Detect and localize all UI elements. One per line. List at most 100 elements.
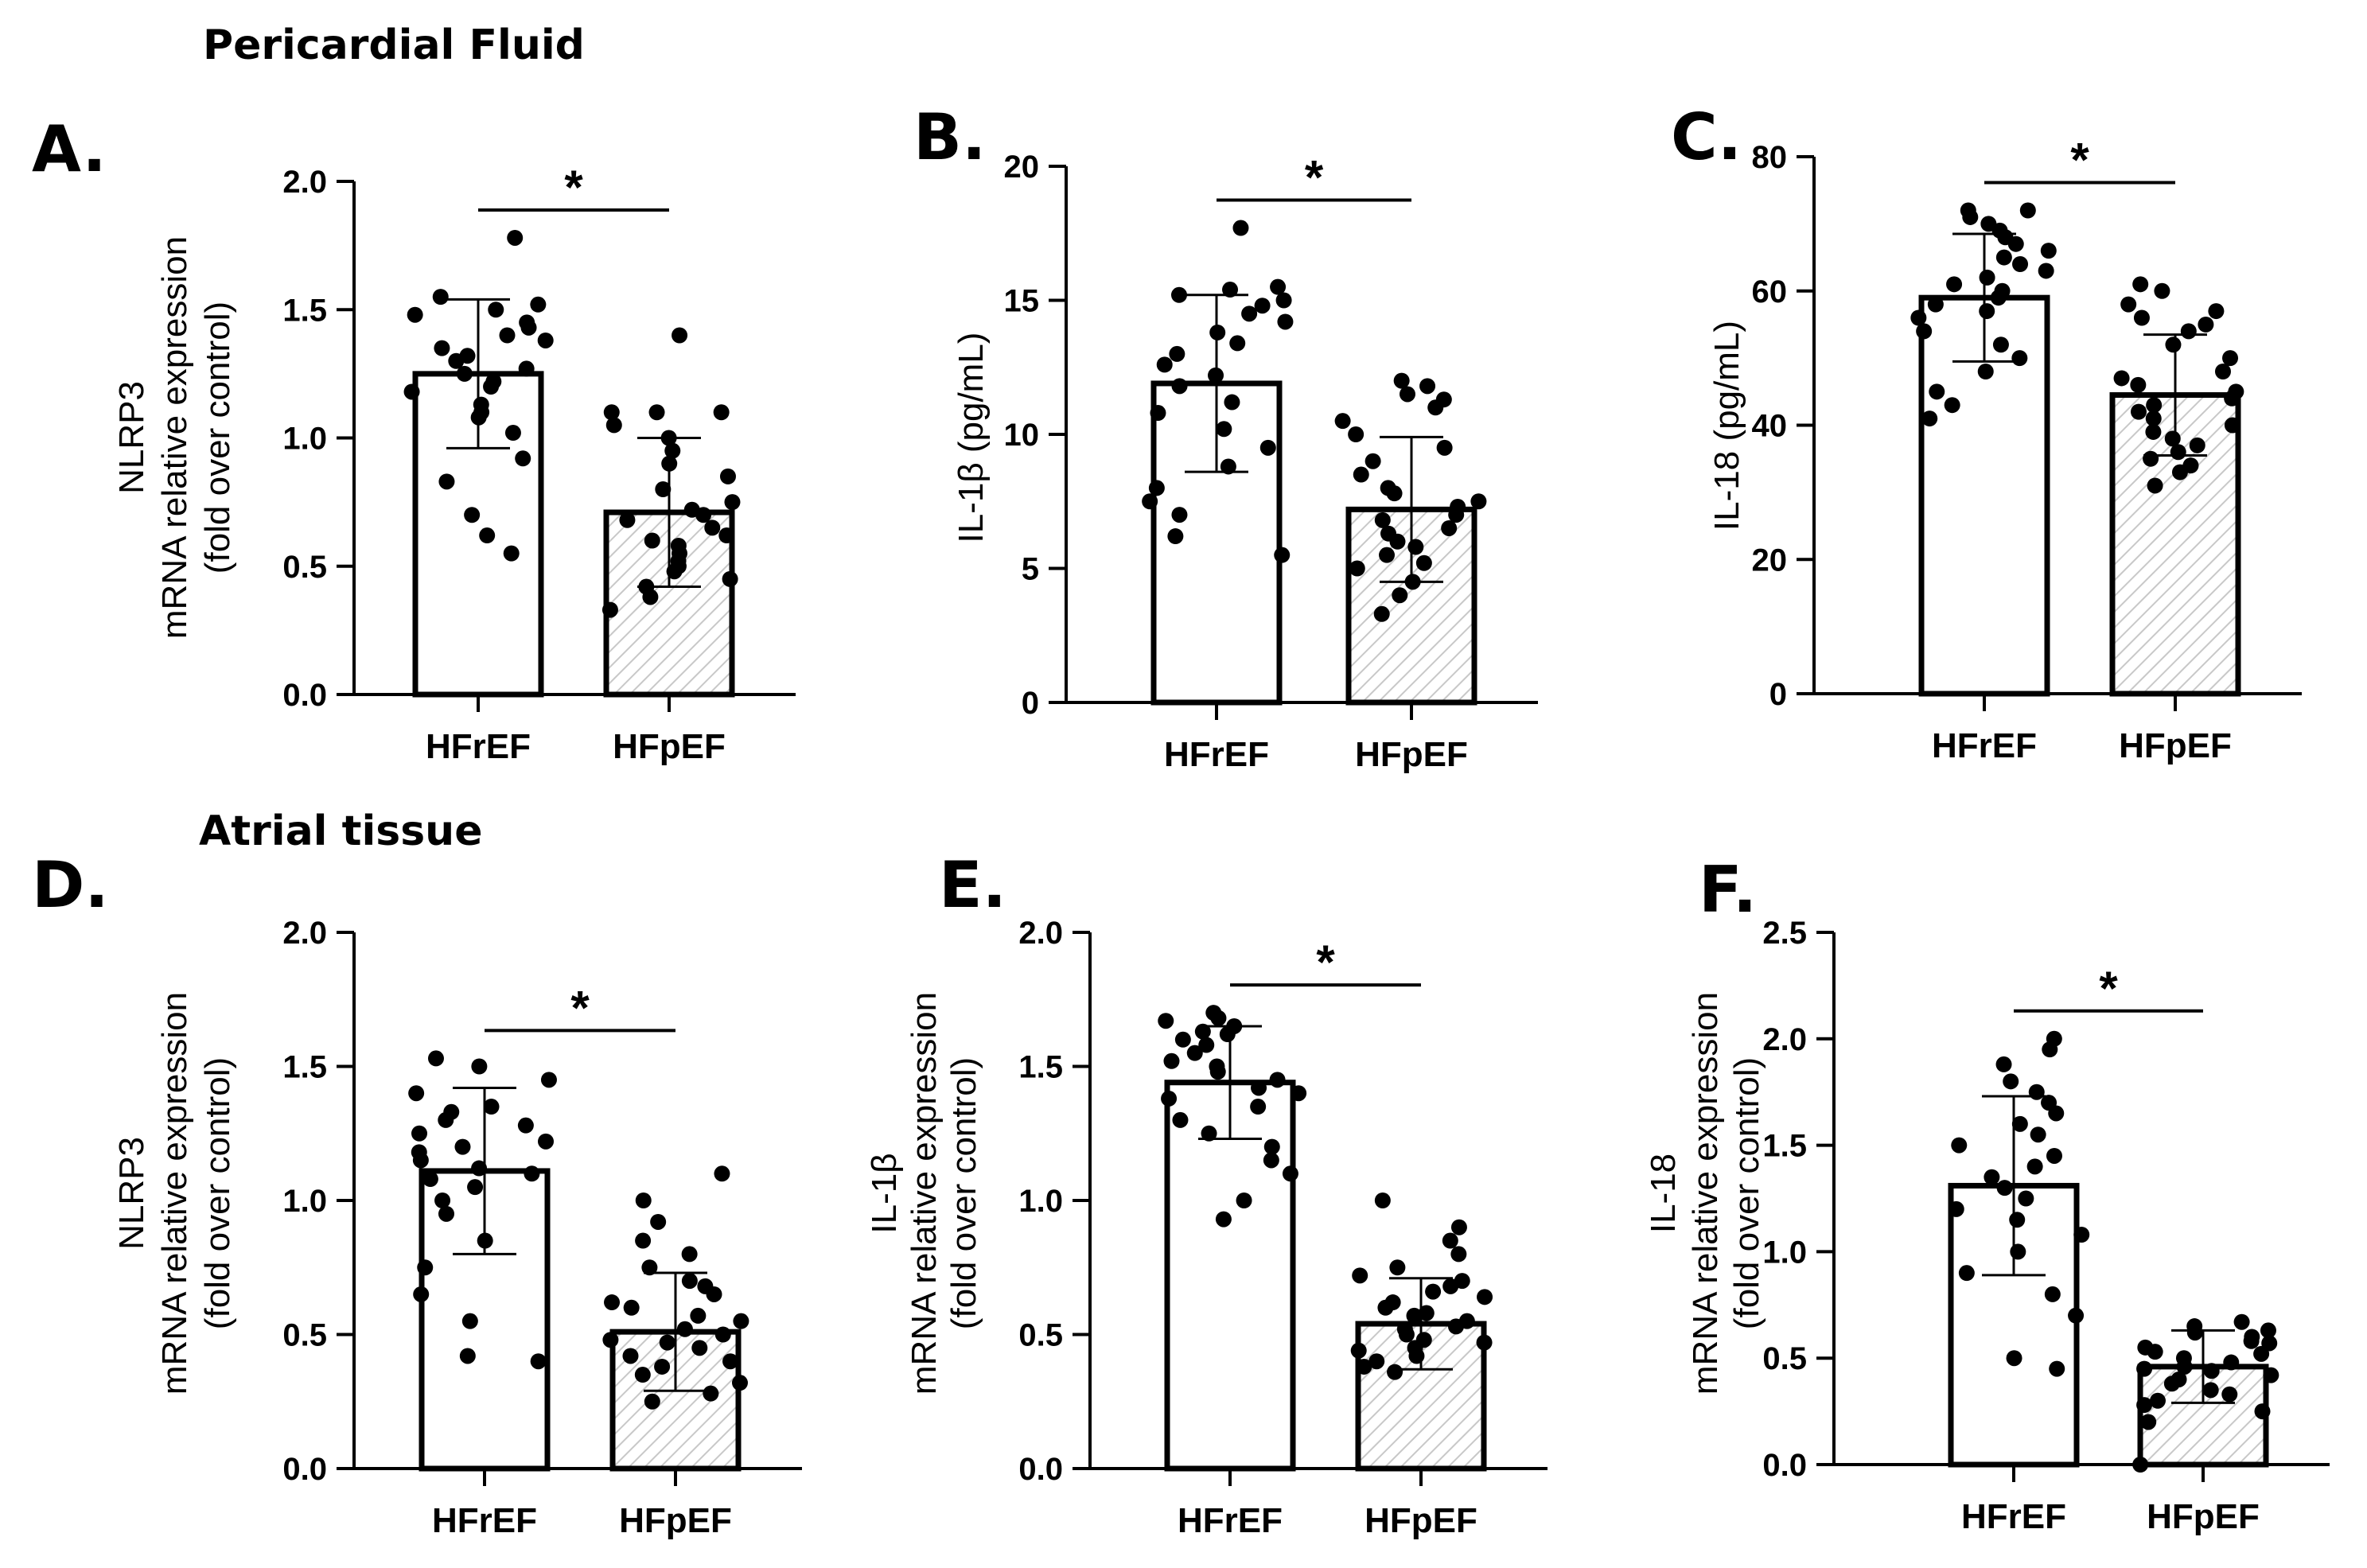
data-point — [602, 1332, 619, 1348]
data-point — [703, 1385, 719, 1402]
y-tick-label: 2.0 — [282, 916, 327, 951]
y-tick-label: 2.0 — [1762, 1022, 1807, 1057]
data-point — [1454, 1273, 1470, 1290]
data-point — [1277, 313, 1294, 330]
data-point — [1435, 391, 1452, 408]
data-point — [2006, 1350, 2022, 1367]
data-point — [411, 1144, 427, 1161]
y-axis-label: mRNA relative expression — [155, 992, 194, 1395]
data-point — [2233, 1313, 2250, 1330]
data-point — [2223, 1354, 2240, 1371]
data-point — [1349, 560, 1365, 577]
data-point — [2044, 1286, 2061, 1302]
data-point — [2198, 316, 2214, 333]
y-tick-label: 0.0 — [282, 678, 327, 713]
data-point — [722, 570, 738, 587]
data-point — [2073, 1226, 2090, 1243]
data-point — [1170, 286, 1187, 303]
data-point — [1393, 372, 1410, 389]
y-tick-label: 0.0 — [1018, 1452, 1063, 1487]
data-point — [2261, 1335, 2278, 1352]
data-point — [2165, 337, 2182, 353]
data-point — [408, 1085, 425, 1102]
data-point — [2131, 403, 2147, 420]
section-title-atrial: Atrial tissue — [199, 807, 482, 855]
data-point — [1269, 1072, 1286, 1088]
data-point — [2208, 303, 2225, 320]
data-point — [2164, 430, 2181, 447]
data-point — [2003, 1073, 2019, 1090]
data-point — [485, 373, 502, 390]
data-point — [1948, 1200, 1964, 1217]
data-point — [2132, 1457, 2149, 1473]
data-point — [2046, 1147, 2062, 1164]
y-tick-label: 1.5 — [1018, 1050, 1063, 1085]
y-axis-label: mRNA relative expression — [905, 992, 944, 1395]
y-tick-label: 0.0 — [1762, 1448, 1807, 1483]
data-point — [2228, 383, 2244, 400]
x-tick-label: HFpEF — [619, 1501, 732, 1540]
panel-letter: A. — [32, 112, 107, 186]
data-point — [1979, 303, 1995, 320]
data-point — [507, 229, 524, 246]
data-point — [518, 360, 535, 377]
data-point — [1352, 1267, 1368, 1284]
data-point — [670, 537, 687, 554]
data-point — [530, 296, 547, 313]
data-point — [644, 532, 660, 549]
data-point — [2263, 1367, 2279, 1383]
data-point — [714, 1165, 730, 1182]
data-point — [2011, 350, 2028, 367]
data-point — [540, 1072, 557, 1088]
data-point — [1156, 356, 1173, 373]
data-point — [604, 1294, 621, 1311]
data-point — [2214, 364, 2231, 379]
data-point — [1274, 547, 1291, 563]
data-point — [1916, 323, 1933, 340]
data-point — [2145, 410, 2162, 427]
data-point — [422, 1171, 438, 1188]
y-tick-label: 80 — [1752, 140, 1788, 175]
significance-star: * — [564, 161, 583, 214]
data-point — [2143, 450, 2159, 467]
data-point — [1944, 397, 1960, 414]
data-point — [459, 1348, 476, 1364]
data-point — [2186, 1318, 2203, 1335]
data-point — [2189, 437, 2205, 453]
data-point — [1241, 305, 1258, 322]
data-point — [1384, 1294, 1401, 1311]
y-tick-label: 5 — [1022, 552, 1039, 587]
y-tick-label: 1.0 — [1762, 1235, 1807, 1270]
data-point — [2175, 1350, 2192, 1367]
y-axis-label: IL-1β (pg/mL) — [952, 333, 991, 543]
y-tick-label: 0.5 — [282, 550, 327, 585]
chart-panel-5: E. 0.0 0.5 1.0 1.5 2.0 IL-1β mRNA relative expr… — [865, 848, 1548, 1540]
data-point — [1910, 309, 1927, 326]
data-point — [471, 1058, 488, 1075]
data-point — [1951, 1137, 1968, 1154]
data-point — [1334, 413, 1351, 430]
data-point — [1984, 1169, 2000, 1185]
data-point — [619, 512, 636, 528]
data-point — [733, 1313, 749, 1329]
chart-panel-3: C. 0 20 40 60 80 IL-18 (pg/mL) HFrEF HFpEF * — [1671, 100, 2302, 765]
significance-star: * — [1316, 936, 1335, 989]
data-point — [719, 468, 736, 484]
data-point — [459, 348, 476, 364]
data-point — [2180, 323, 2197, 340]
data-point — [1946, 276, 1963, 293]
data-point — [623, 1299, 640, 1316]
data-point — [1368, 1353, 1385, 1370]
chart-panel-4: D. 0.0 0.5 1.0 1.5 2.0 NLRP3 mRNA relative expr… — [32, 848, 802, 1540]
data-point — [690, 1307, 707, 1324]
data-point — [713, 404, 730, 421]
data-point — [471, 1160, 488, 1177]
y-tick-label: 2.5 — [1762, 916, 1807, 951]
data-point — [1201, 1125, 1217, 1142]
data-point — [2149, 1392, 2166, 1409]
data-point — [1995, 1056, 2012, 1072]
data-point — [1350, 1342, 1367, 1359]
data-point — [2049, 1360, 2065, 1377]
data-point — [603, 404, 620, 421]
